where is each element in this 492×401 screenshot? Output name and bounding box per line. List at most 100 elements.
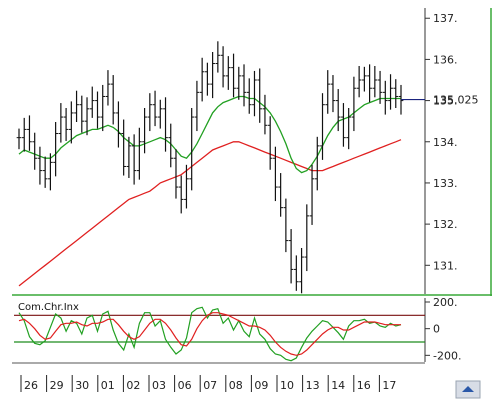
main-y-tick-label: 135. xyxy=(433,95,458,108)
main-y-tick-label: 136. xyxy=(433,53,458,66)
indicator-levels xyxy=(14,314,425,343)
x-tick-label: 29 xyxy=(50,379,64,392)
ohlc-bar xyxy=(278,173,283,217)
x-tick-label: 16 xyxy=(357,379,371,392)
x-axis-ticks: 26 29 30 01 02 03 06 07 08 09 10 13 14 16 17 xyxy=(20,375,396,392)
ohlc-bar xyxy=(137,127,142,180)
ohlc-bar xyxy=(288,229,294,284)
indicator-y-tick-label: 0 xyxy=(433,323,440,336)
x-tick-label: 08 xyxy=(229,379,243,392)
ohlc-bar xyxy=(309,164,315,225)
ohlc-bar xyxy=(173,149,179,199)
ohlc-bar xyxy=(267,116,273,170)
ohlc-bar xyxy=(362,66,367,92)
ohlc-bar xyxy=(314,136,320,191)
main-y-tick-label: 132. xyxy=(433,218,458,231)
x-tick-label: 30 xyxy=(75,379,89,392)
ohlc-bar xyxy=(346,108,352,150)
ohlc-bar xyxy=(257,68,263,123)
ohlc-bar xyxy=(325,70,331,114)
ohlc-bar xyxy=(121,119,127,176)
ohlc-bar xyxy=(142,108,147,154)
ohlc-bar xyxy=(330,75,336,113)
ohlc-bar xyxy=(273,146,278,202)
ohlc-bar xyxy=(53,122,58,177)
ohlc-bar xyxy=(68,101,74,144)
ohlc-bar xyxy=(48,153,53,191)
x-tick-label: 14 xyxy=(331,379,345,392)
ohlc-bar xyxy=(131,134,137,185)
ohlc-bar xyxy=(231,53,236,98)
x-tick-label: 02 xyxy=(126,379,140,392)
ohlc-bar xyxy=(194,80,200,132)
ohlc-bar xyxy=(189,108,195,191)
ohlc-bar xyxy=(388,74,393,110)
ohlc-bar xyxy=(58,103,64,143)
ohlc-bar xyxy=(95,91,100,129)
ohlc-bar xyxy=(63,108,69,141)
ohlc-bar xyxy=(293,255,299,291)
fast-moving-average xyxy=(18,95,401,174)
ohlc-bar xyxy=(126,136,132,178)
ohlc-bar xyxy=(74,90,79,122)
ohlc-bar xyxy=(246,78,252,114)
ohlc-bars xyxy=(16,41,404,294)
main-y-tick-label: 133. xyxy=(433,177,458,190)
ohlc-bar xyxy=(116,101,121,148)
ohlc-bar xyxy=(157,99,163,129)
indicator-y-ticks: 200. 0 -200. xyxy=(425,296,461,362)
ohlc-bar xyxy=(168,123,174,168)
ohlc-bar xyxy=(79,95,85,133)
x-tick-label: 01 xyxy=(101,379,115,392)
ohlc-bar xyxy=(335,89,341,132)
x-tick-label: 09 xyxy=(254,379,268,392)
x-tick-label: 06 xyxy=(178,379,192,392)
ohlc-bar xyxy=(27,115,32,151)
x-tick-label: 03 xyxy=(152,379,166,392)
ohlc-bar xyxy=(163,97,168,152)
ohlc-bar xyxy=(252,70,257,117)
indicator-lines xyxy=(18,306,402,362)
ohlc-bar xyxy=(105,70,111,106)
ohlc-bar xyxy=(356,66,362,98)
ohlc-bar xyxy=(110,75,116,125)
main-y-tick-label: 134. xyxy=(433,136,458,149)
ohlc-bar xyxy=(184,164,189,209)
main-y-tick-label: 131. xyxy=(433,259,458,272)
scroll-button[interactable] xyxy=(455,380,481,399)
indicator-signal-line xyxy=(18,312,401,356)
ohlc-bar xyxy=(236,66,242,100)
ohlc-bar xyxy=(178,175,184,214)
ohlc-bar xyxy=(210,52,215,99)
ohlc-bar xyxy=(220,46,226,88)
last-price-label: 135.025 xyxy=(433,94,479,107)
x-tick-label: 17 xyxy=(382,379,396,392)
ohlc-bar xyxy=(32,132,38,170)
ohlc-bar xyxy=(42,156,48,188)
ohlc-bar xyxy=(225,56,231,90)
x-tick-label: 13 xyxy=(306,379,320,392)
ohlc-bar xyxy=(147,93,153,132)
ohlc-bar xyxy=(16,128,22,150)
ohlc-bar xyxy=(100,84,106,132)
main-y-tick-label: 137. xyxy=(433,12,458,25)
ohlc-bar xyxy=(152,90,158,127)
main-y-ticks: 131. 132. 133. 134. 135. 136. 137. xyxy=(425,12,458,272)
ohlc-bar xyxy=(341,103,346,147)
ohlc-bar xyxy=(382,80,388,115)
ohlc-bar xyxy=(304,204,310,272)
ohlc-bar xyxy=(241,64,247,107)
indicator-title: Com.Chr.Inx xyxy=(18,302,79,313)
ohlc-bar xyxy=(377,70,383,104)
ohlc-bar xyxy=(37,146,43,185)
x-tick-label: 07 xyxy=(203,379,217,392)
ohlc-bar xyxy=(21,117,27,152)
ohlc-bar xyxy=(262,94,268,135)
ohlc-bar xyxy=(367,64,372,103)
indicator-y-tick-label: 200. xyxy=(433,296,458,309)
ohlc-bar xyxy=(372,66,378,98)
ohlc-bar xyxy=(215,41,221,73)
ohlc-bar xyxy=(320,93,325,160)
slow-moving-average xyxy=(18,139,402,287)
